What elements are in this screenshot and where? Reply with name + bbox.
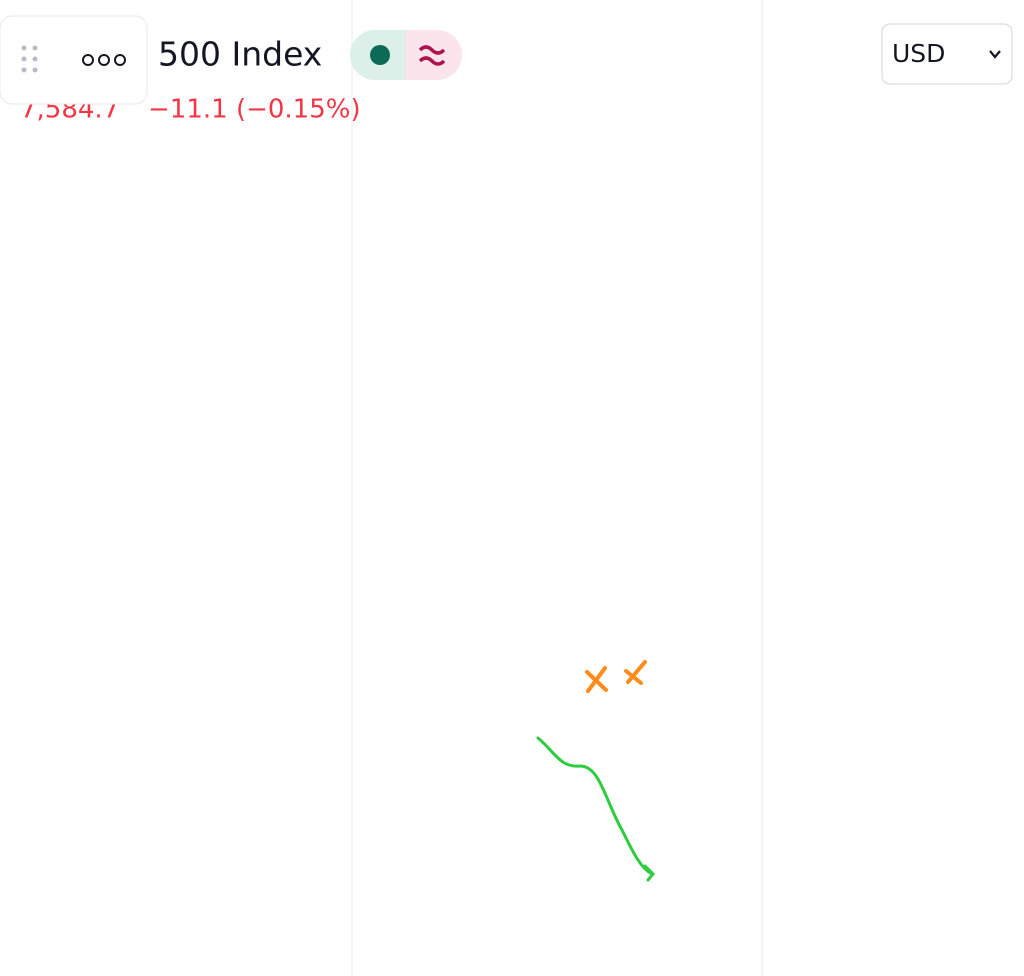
- drawn-arrow-head: [643, 864, 656, 882]
- price-change: −11.1 (−0.15%): [148, 95, 361, 125]
- drawn-cross: [585, 666, 608, 693]
- currency-select[interactable]: [881, 23, 1013, 85]
- toolbar-card[interactable]: [0, 15, 148, 105]
- currency: USD: [892, 39, 945, 68]
- delay-icon: [418, 45, 446, 66]
- chevron: [989, 50, 1001, 59]
- market-dot: [370, 45, 390, 65]
- chart-title: 500 Index: [158, 35, 322, 74]
- drag-handle: [21, 45, 38, 73]
- drawn-arrow: [536, 736, 654, 876]
- more-button[interactable]: [82, 54, 126, 66]
- drawn-cross: [624, 660, 647, 685]
- plot-area: [351, 0, 763, 976]
